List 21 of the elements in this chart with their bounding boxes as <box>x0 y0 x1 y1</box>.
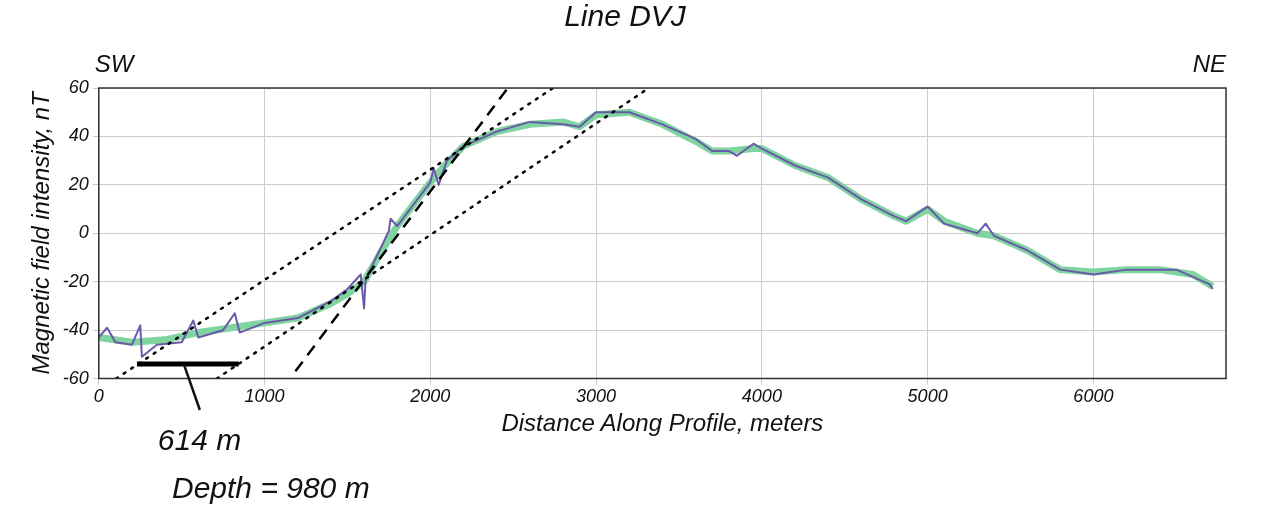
chart-title: Line DVJ <box>564 0 687 33</box>
y-tick-label: 20 <box>67 173 89 194</box>
text: NE <box>1192 50 1227 77</box>
text: Depth = 980 m <box>172 471 370 504</box>
x-tick-label: 1000 <box>244 386 285 407</box>
x-axis-title: Distance Along Profile, meters <box>501 409 824 437</box>
annotation: 614 m <box>157 423 242 456</box>
y-axis-title: Magnetic field intensity, nT <box>27 89 55 375</box>
x-tick-label: 3000 <box>576 386 617 407</box>
x-tick-label: 5000 <box>907 386 948 407</box>
y-tick-label: -20 <box>62 270 89 291</box>
x-tick-label: 4000 <box>741 386 782 407</box>
y-tick-label: 0 <box>78 222 89 243</box>
x-tick-label: 0 <box>93 386 104 407</box>
x-tick-label: 6000 <box>1073 386 1114 407</box>
text: SW <box>94 50 136 77</box>
y-tick-label: -60 <box>62 367 89 388</box>
y-tick-label: -40 <box>62 319 89 340</box>
x-tick-label: 2000 <box>409 386 451 407</box>
y-tick-label: 40 <box>68 125 89 146</box>
y-tick-label: 60 <box>68 77 89 97</box>
